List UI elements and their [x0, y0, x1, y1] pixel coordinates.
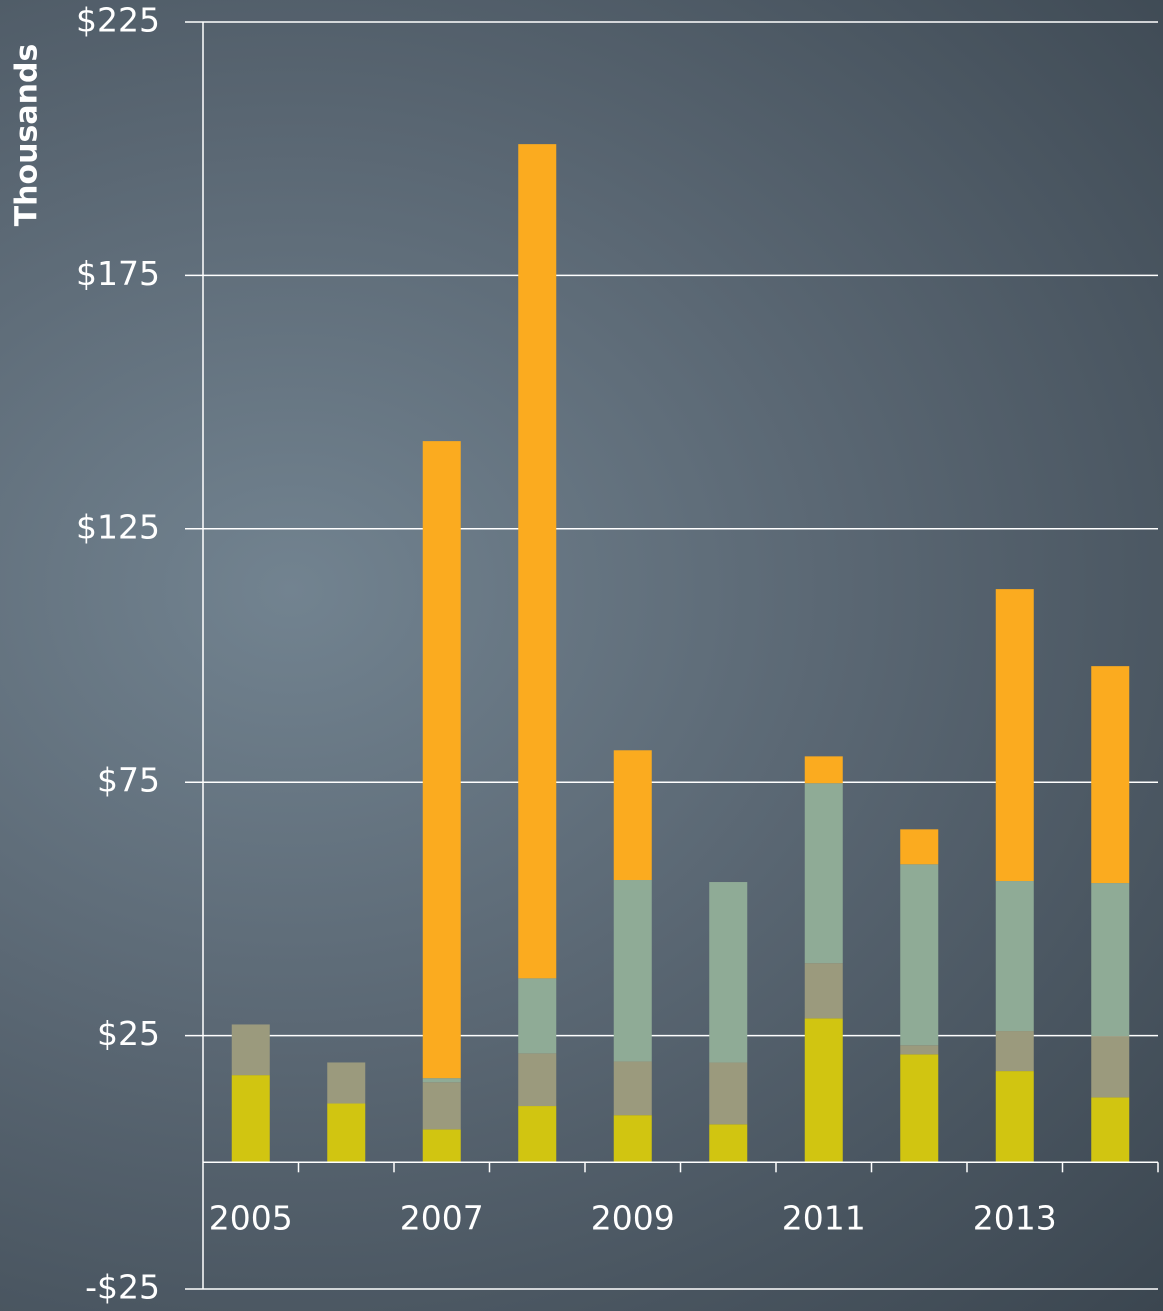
x-tick-label: 2009	[591, 1199, 675, 1238]
bar-segment	[709, 1124, 748, 1163]
bar-segment	[613, 750, 652, 881]
bar-segment	[1091, 1036, 1130, 1098]
y-tick-label: $225	[76, 1, 160, 40]
bar-segment	[804, 756, 843, 784]
bar-segment	[995, 589, 1034, 882]
bar-segment	[422, 1078, 461, 1083]
bar-segment	[518, 978, 557, 1054]
bar-segment	[518, 1106, 557, 1163]
bar-segment	[900, 864, 939, 1046]
y-tick-label: $125	[76, 507, 160, 546]
bar-segment	[995, 1071, 1034, 1163]
bar-segment	[709, 1062, 748, 1125]
bar-segment	[1091, 1097, 1130, 1163]
bar-segment	[900, 1045, 939, 1055]
bar-segment	[900, 829, 939, 865]
bar-segment	[995, 881, 1034, 1032]
bar-segment	[518, 1053, 557, 1107]
bar-segment	[995, 1031, 1034, 1072]
bar-segment	[422, 1082, 461, 1130]
x-tick-label: 2007	[400, 1199, 484, 1238]
bar-segment	[518, 144, 557, 979]
y-tick-label: -$25	[85, 1268, 160, 1307]
bar-segment	[613, 1061, 652, 1116]
y-tick-label: $25	[97, 1014, 160, 1053]
bar-segment	[709, 882, 748, 1063]
x-tick-label: 2013	[973, 1199, 1057, 1238]
bar-segment	[422, 1129, 461, 1163]
bar-segment	[231, 1024, 270, 1076]
bar-segment	[327, 1103, 366, 1163]
x-tick-label: 2011	[782, 1199, 866, 1238]
bar-segment	[804, 783, 843, 964]
bar-segment	[422, 441, 461, 1079]
bar-segment	[900, 1054, 939, 1163]
bar-segment	[231, 1075, 270, 1163]
bar-segment	[804, 1018, 843, 1163]
y-tick-label: $75	[97, 761, 160, 800]
y-axis-label: Thousands	[10, 44, 45, 227]
bar-segment	[1091, 883, 1130, 1037]
bar-segment	[613, 1115, 652, 1163]
y-tick-label: $175	[76, 254, 160, 293]
bar-segment	[613, 880, 652, 1062]
bar-segment	[804, 963, 843, 1019]
bar-segment	[327, 1062, 366, 1104]
x-tick-label: 2005	[209, 1199, 293, 1238]
bar-segment	[1091, 666, 1130, 884]
